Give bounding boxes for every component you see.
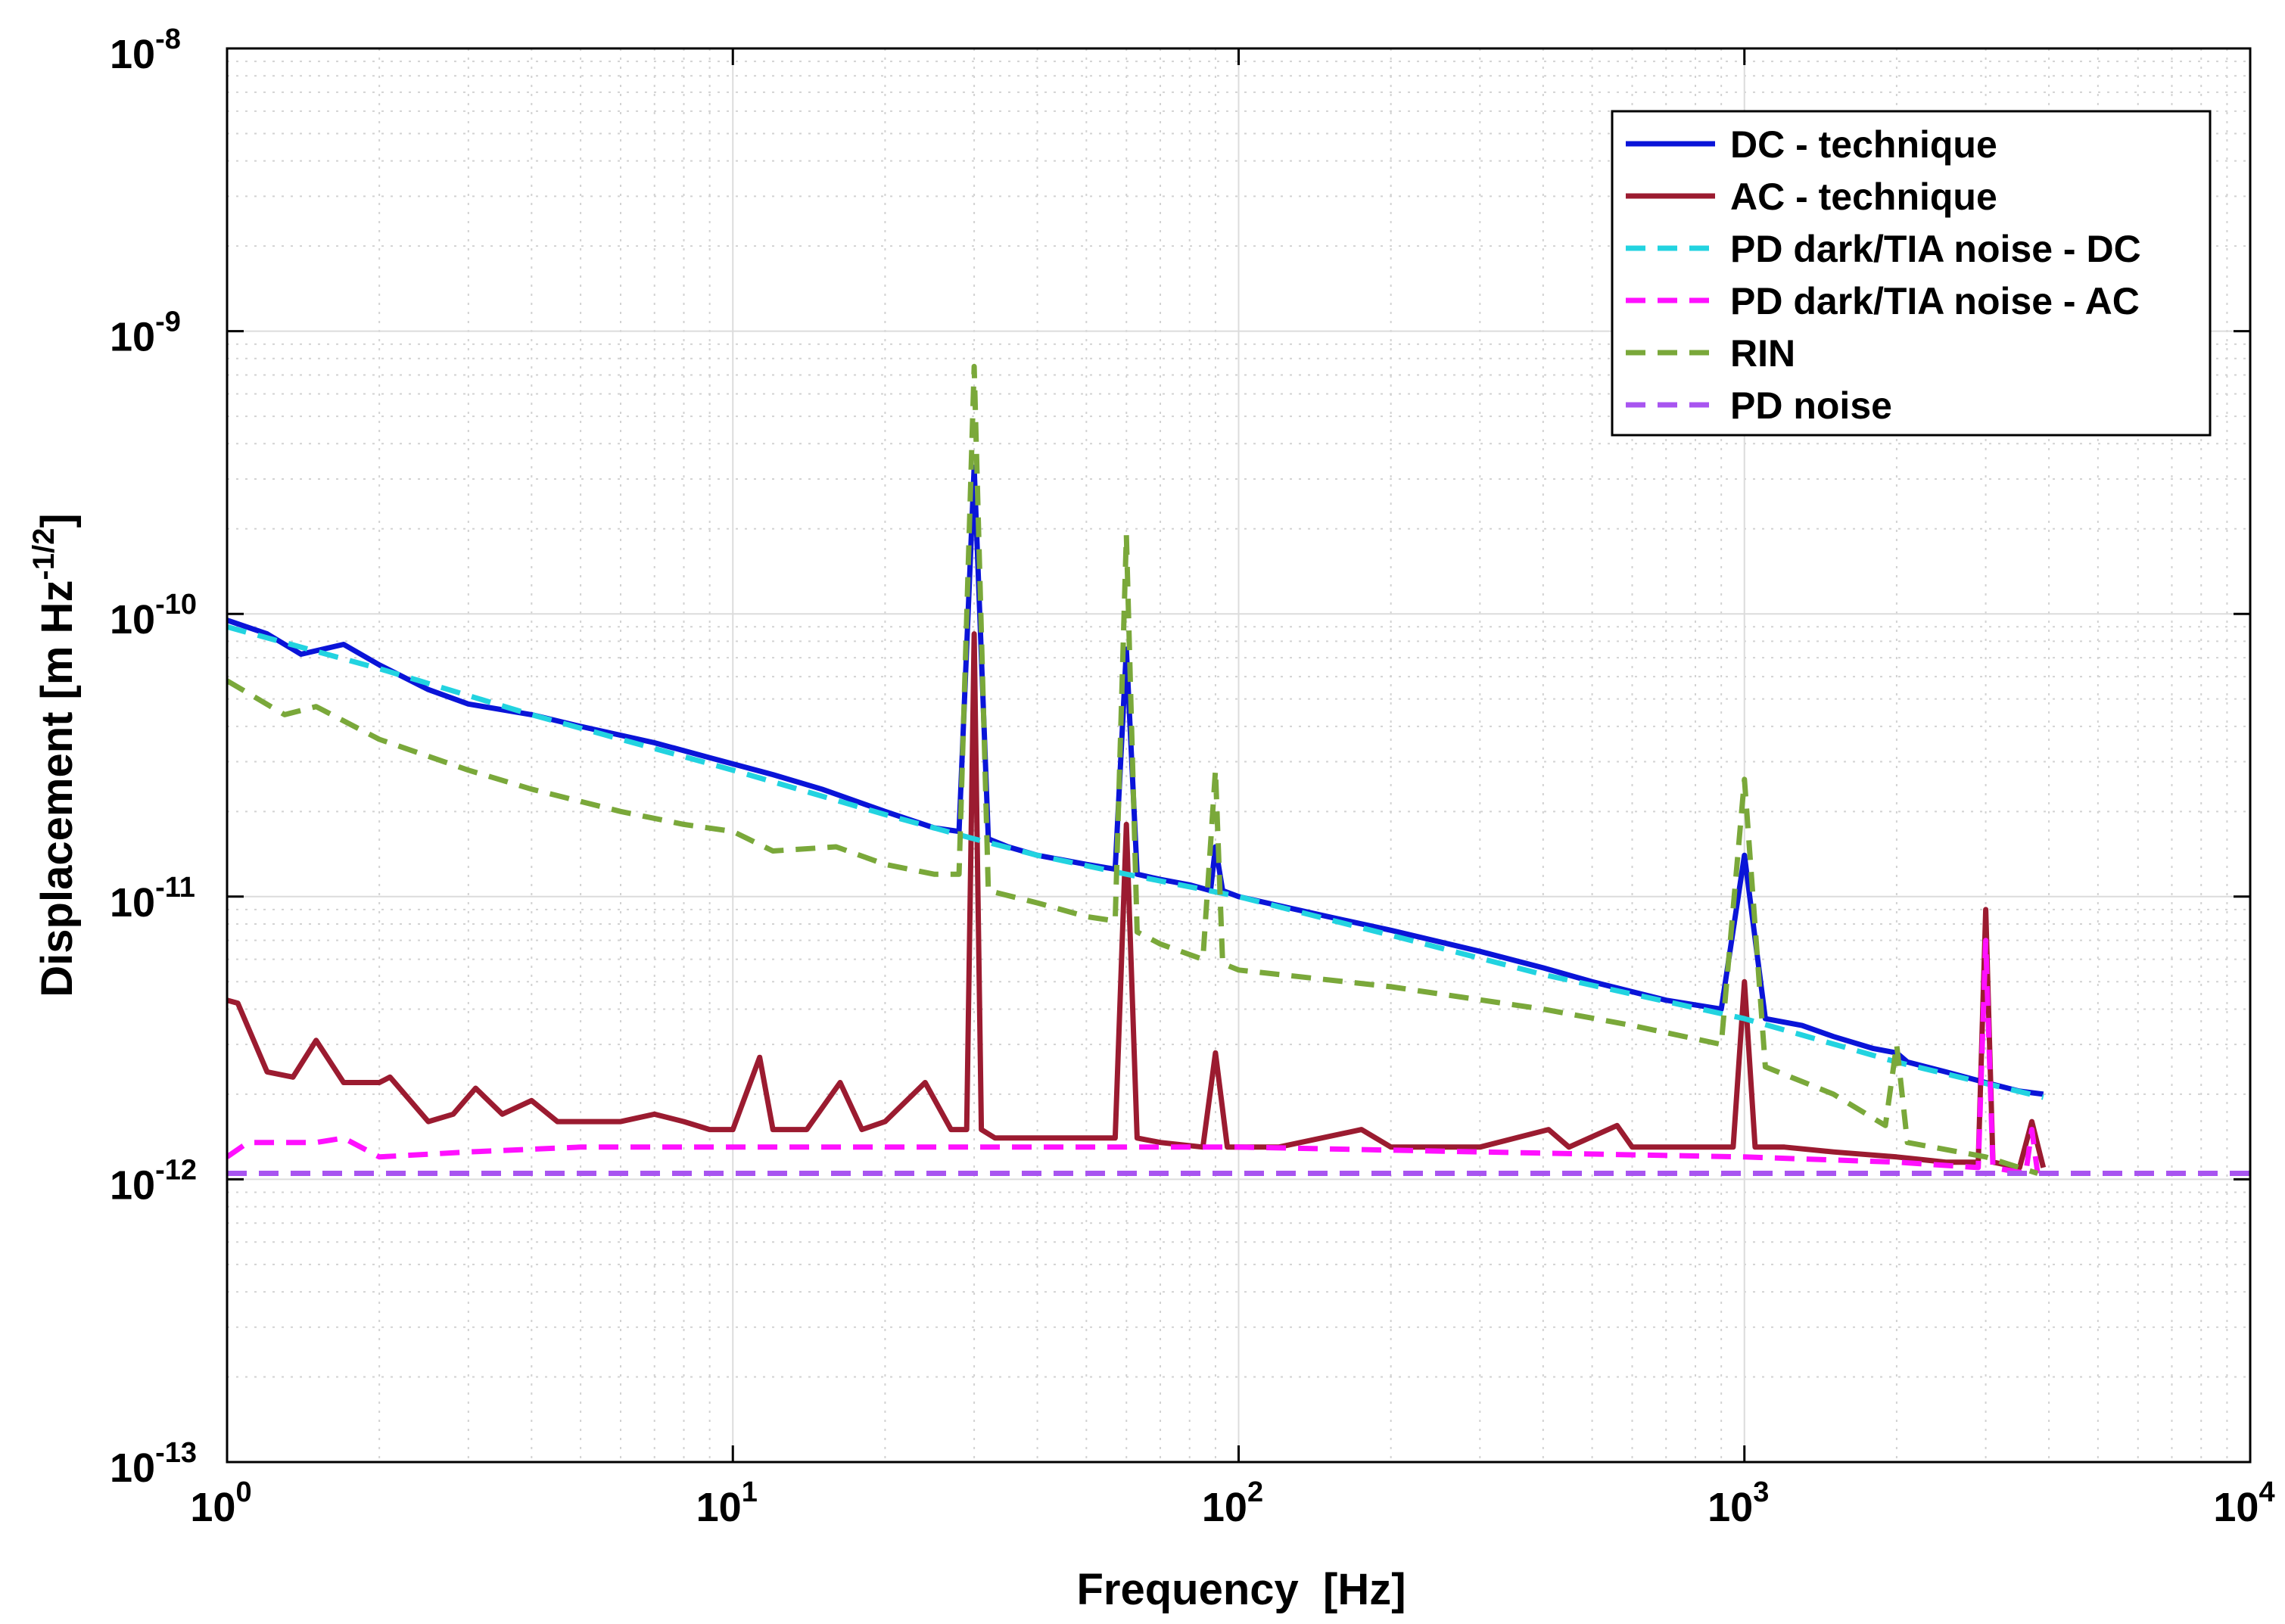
legend: DC - technique AC - technique PD dark/TIA …: [1611, 110, 2212, 437]
y-tick-label-exponent: -12: [155, 1154, 197, 1186]
y-tick-label-base: 10: [110, 597, 155, 642]
x-tick-label: 100: [190, 1476, 251, 1530]
series-group: [227, 363, 2250, 1176]
x-tick-label-exponent: 3: [1753, 1476, 1769, 1508]
x-tick-label-exponent: 1: [742, 1476, 758, 1508]
x-tick-label-exponent: 4: [2259, 1476, 2274, 1508]
y-tick-label: 10-9: [110, 306, 181, 360]
y-tick-label-exponent: -11: [155, 872, 195, 904]
y-axis-label-exponent: -1/2: [27, 528, 61, 580]
y-axis-label: Displacement [m Hz-1/2]: [27, 513, 82, 997]
y-tick-label: 10-10: [110, 589, 197, 642]
tick-marks: [226, 47, 2252, 1464]
x-tick-label: 103: [1708, 1476, 1769, 1530]
y-tick-label-exponent: -13: [155, 1437, 197, 1469]
y-tick-label: 10-12: [110, 1154, 197, 1208]
y-tick-label-base: 10: [110, 880, 155, 926]
y-tick-label-exponent: -9: [155, 306, 181, 338]
x-tick-label-base: 10: [1202, 1485, 1247, 1530]
x-tick-label: 101: [696, 1476, 758, 1530]
x-tick-labels: 100 101 102 103 104: [190, 1476, 2274, 1530]
series-line-pd-dark-tia-noise-ac: [227, 938, 2041, 1176]
legend-label-ac-technique: AC - technique: [1730, 176, 1997, 218]
x-tick-label: 102: [1202, 1476, 1263, 1530]
legend-label-pd-noise: PD noise: [1730, 384, 1892, 427]
y-tick-label-base: 10: [110, 1445, 155, 1491]
legend-label-rin: RIN: [1730, 332, 1795, 375]
legend-box: [1611, 110, 2212, 437]
y-tick-label: 10-11: [110, 872, 195, 926]
y-tick-label-exponent: -8: [155, 23, 181, 55]
minor-grid: [227, 48, 2250, 1462]
x-tick-label-base: 10: [1708, 1485, 1753, 1530]
x-tick-label-exponent: 2: [1247, 1476, 1263, 1508]
legend-label-dc-technique: DC - technique: [1730, 123, 1997, 166]
y-axis-label-close: ]: [33, 513, 82, 527]
x-tick-label-base: 10: [696, 1485, 742, 1530]
x-tick-label-base: 10: [190, 1485, 235, 1530]
series-line-ac-technique: [227, 631, 2047, 1171]
x-tick-label-base: 10: [2213, 1485, 2259, 1530]
y-tick-label: 10-8: [110, 23, 181, 77]
y-tick-label-base: 10: [110, 315, 155, 360]
x-axis-label: Frequency [Hz]: [1076, 1565, 1406, 1614]
y-axis-label-main: Displacement [m Hz: [33, 580, 82, 997]
y-tick-label-base: 10: [110, 1162, 155, 1208]
y-tick-label-base: 10: [110, 32, 155, 77]
legend-label-pd-dark-tia-noise-ac: PD dark/TIA noise - AC: [1730, 280, 2140, 322]
y-tick-label-exponent: -10: [155, 589, 197, 621]
x-tick-label-exponent: 0: [235, 1476, 251, 1508]
x-tick-label: 104: [2213, 1476, 2274, 1530]
series-line-pd-dark-tia-noise-dc: [227, 624, 2044, 1100]
y-tick-label: 10-13: [110, 1437, 197, 1491]
legend-label-pd-dark-tia-noise-dc: PD dark/TIA noise - DC: [1730, 228, 2141, 270]
